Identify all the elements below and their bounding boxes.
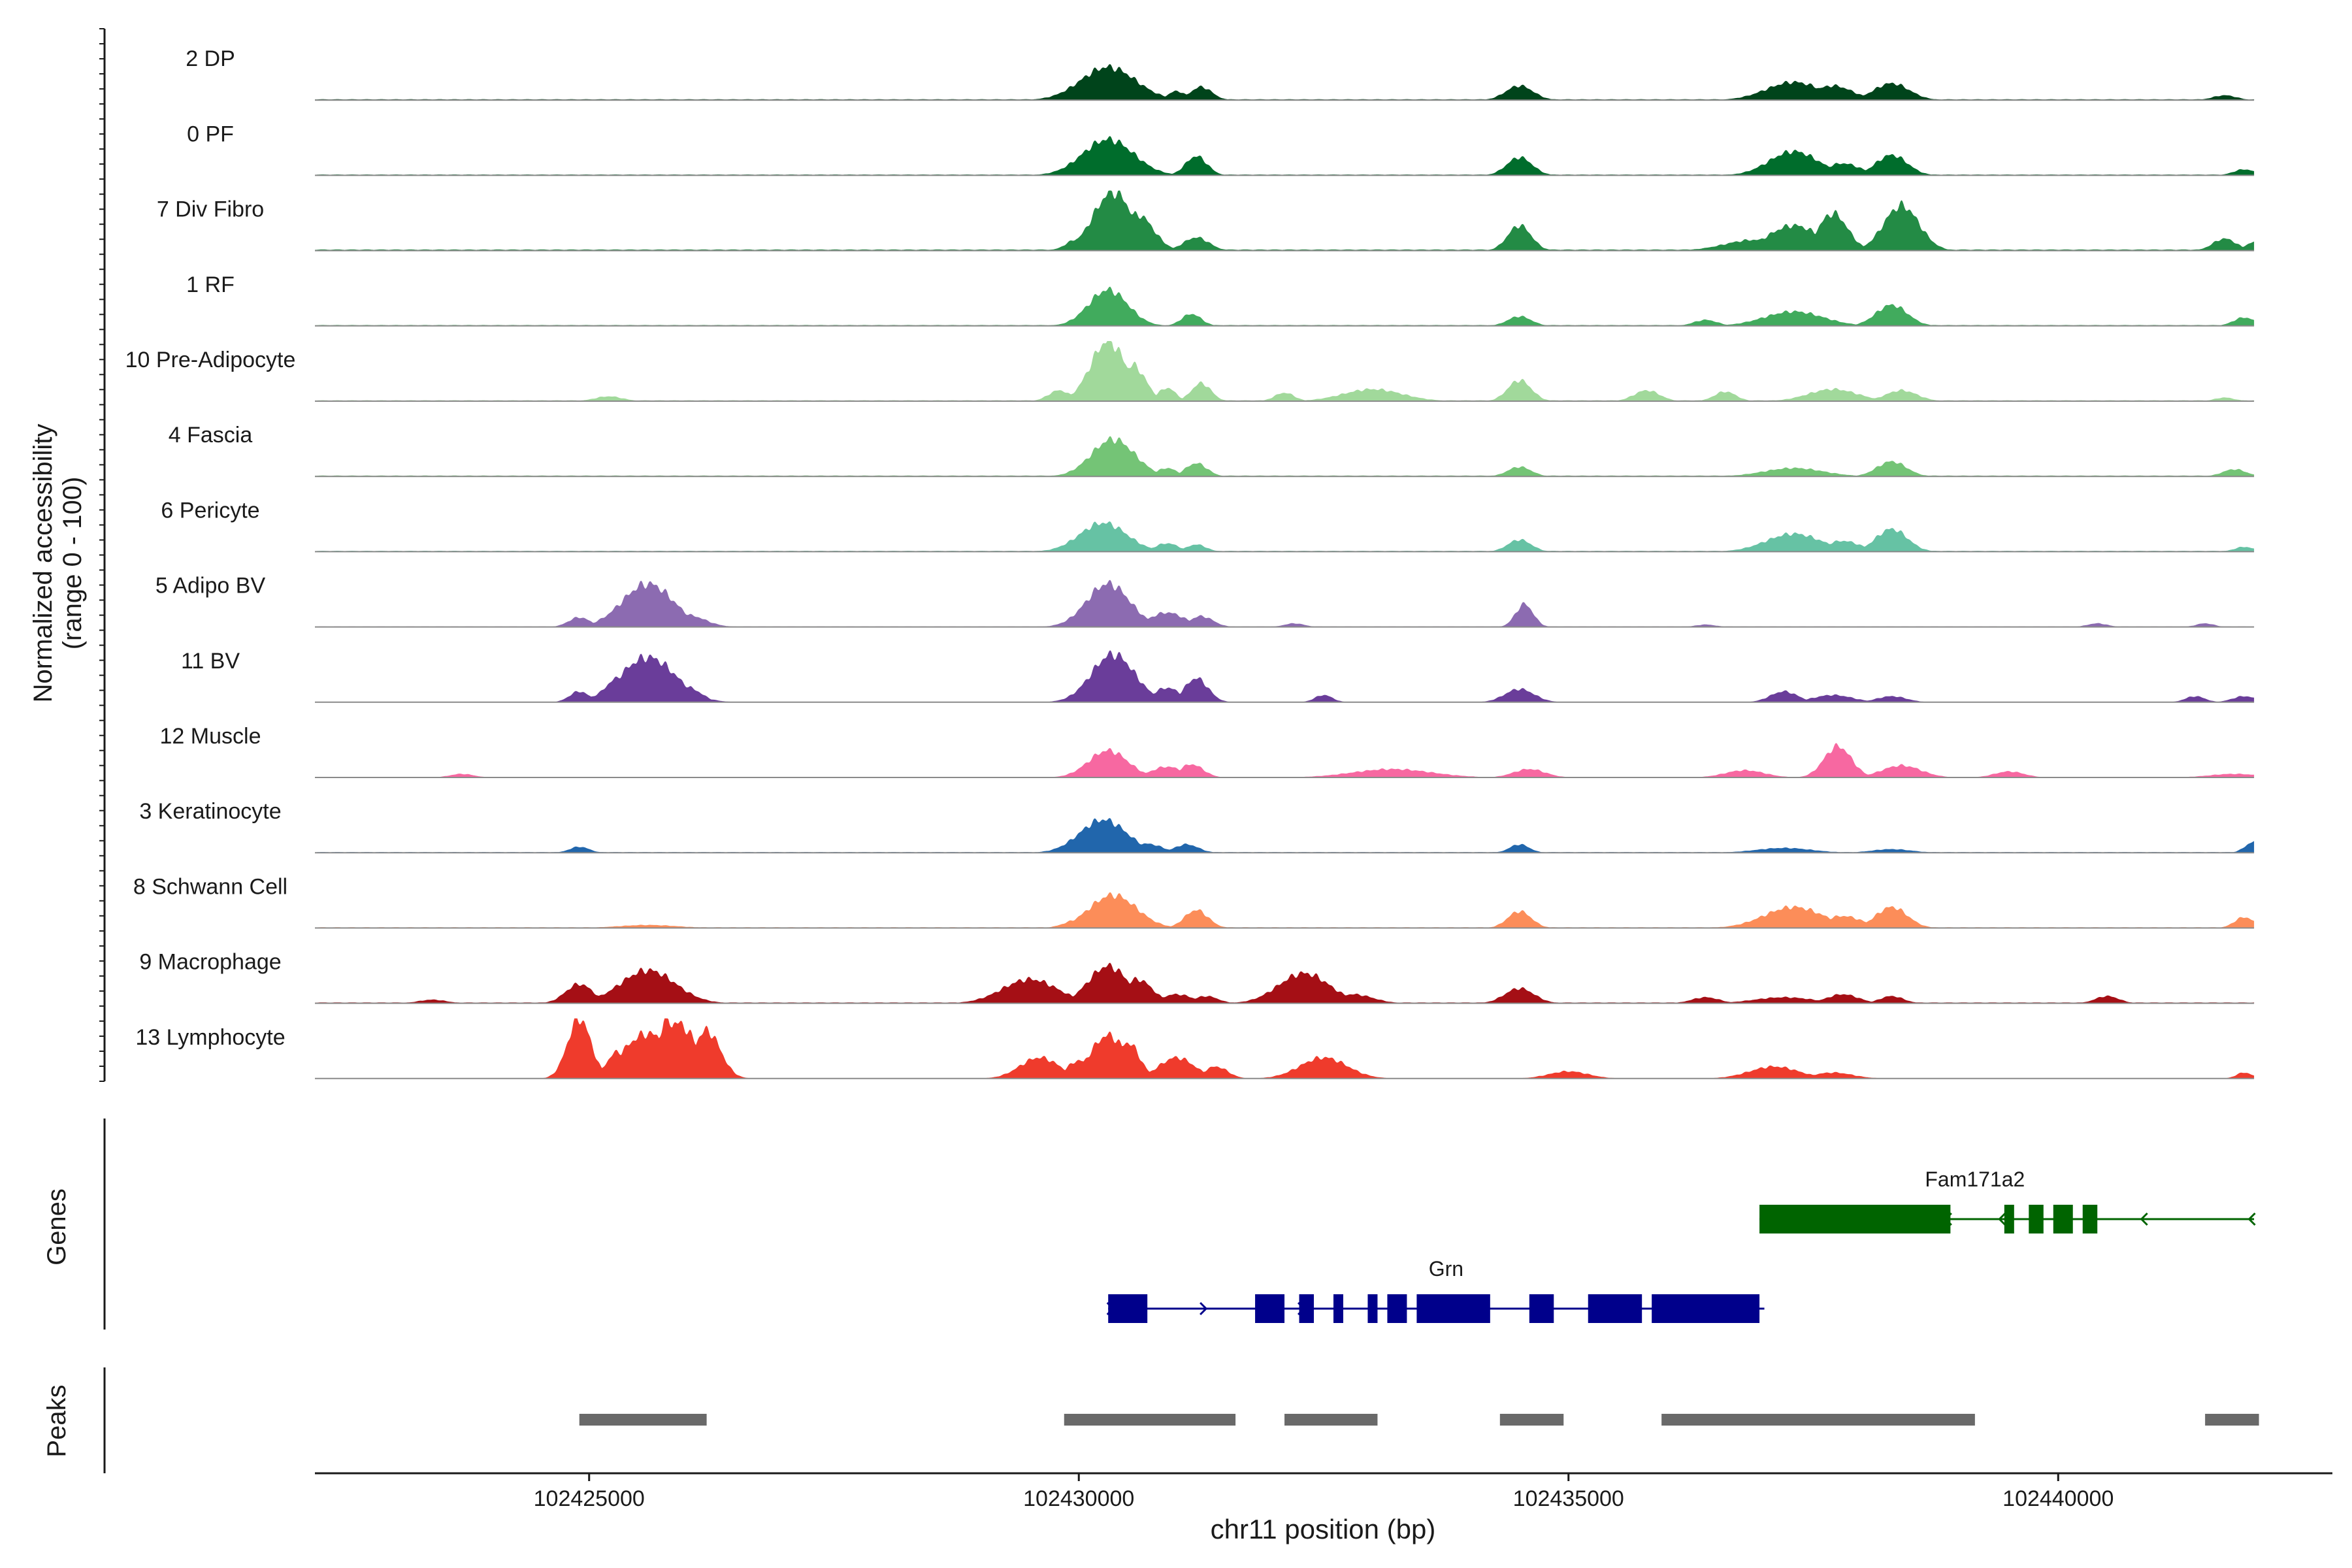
coverage-area (315, 136, 2255, 176)
coverage-area (315, 1018, 2255, 1079)
coverage-track: 6 Pericyte (161, 498, 2255, 553)
coverage-area (315, 650, 2255, 702)
coverage-area (315, 286, 2255, 326)
gene-exon (1652, 1294, 1760, 1323)
gene-exon (1108, 1294, 1148, 1323)
gene-model: Fam171a2 (1759, 1168, 2256, 1233)
peak-region (1284, 1414, 1378, 1426)
gene-annotation-panel: Grn Fam171a2 (1106, 1168, 2256, 1323)
coverage-track: 0 PF (187, 122, 2255, 176)
gene-exon (1367, 1294, 1378, 1323)
track-label: 4 Fascia (169, 423, 253, 448)
coverage-area (315, 962, 2255, 1004)
gene-model: Grn (1106, 1257, 1765, 1323)
coverage-area (315, 436, 2255, 477)
gene-exon (1333, 1294, 1343, 1323)
y-axis-label-line2: (range 0 - 100) (58, 477, 87, 650)
peak-panel (579, 1414, 2259, 1426)
track-label: 5 Adipo BV (155, 574, 266, 598)
coverage-track: 10 Pre-Adipocyte (125, 341, 2255, 402)
gene-exon (1759, 1205, 1951, 1233)
coverage-track: 12 Muscle (160, 724, 2255, 778)
track-label: 2 DP (186, 46, 235, 71)
coverage-track: 7 Div Fibro (157, 190, 2255, 252)
coverage-track: 4 Fascia (169, 423, 2255, 478)
gene-exon (2082, 1205, 2098, 1233)
gene-exon (1299, 1294, 1315, 1323)
gene-exon (1416, 1294, 1490, 1323)
peak-region (1661, 1414, 1975, 1426)
track-label: 3 Keratinocyte (139, 799, 281, 824)
strand-arrow (2247, 1212, 2256, 1226)
coverage-area (315, 818, 2255, 853)
coverage-area (315, 190, 2255, 251)
x-tick-label: 102425000 (534, 1486, 645, 1511)
track-label: 11 BV (181, 649, 240, 674)
x-tick-label: 102435000 (1513, 1486, 1624, 1511)
coverage-track: 1 RF (186, 272, 2255, 327)
track-label: 0 PF (187, 122, 234, 146)
track-label: 6 Pericyte (161, 498, 259, 523)
peak-region (579, 1414, 707, 1426)
strand-arrow (2140, 1212, 2148, 1226)
x-axis-label: chr11 position (bp) (1211, 1514, 1436, 1544)
track-label: 12 Muscle (160, 724, 261, 749)
gene-exon (2053, 1205, 2073, 1233)
gene-exon (1387, 1294, 1407, 1323)
peak-region (1499, 1414, 1564, 1426)
axes: Normalized accessibility (range 0 - 100)… (29, 28, 2332, 1544)
coverage-area (315, 743, 2255, 777)
peak-region (1064, 1414, 1236, 1426)
gene-label: Grn (1429, 1257, 1463, 1281)
track-label: 8 Schwann Cell (133, 874, 287, 899)
coverage-track: 11 BV (181, 649, 2255, 703)
strand-arrow (1998, 1212, 2006, 1226)
coverage-area (315, 892, 2255, 928)
coverage-area (315, 580, 2255, 627)
coverage-track: 8 Schwann Cell (133, 874, 2255, 929)
coverage-area (315, 521, 2255, 552)
strand-arrow (1200, 1301, 1208, 1316)
gene-label: Fam171a2 (1925, 1168, 2025, 1191)
peaks-panel-label: Peaks (42, 1384, 71, 1457)
track-label: 1 RF (186, 272, 235, 297)
coverage-track: 3 Keratinocyte (139, 799, 2255, 854)
gene-exon (2029, 1205, 2044, 1233)
track-label: 10 Pre-Adipocyte (125, 348, 296, 372)
coverage-area (315, 64, 2255, 101)
gene-exon (1255, 1294, 1285, 1323)
genes-panel-label: Genes (42, 1188, 71, 1266)
coverage-track: 9 Macrophage (139, 950, 2255, 1004)
track-label: 9 Macrophage (139, 950, 281, 975)
y-axis-label-line1: Normalized accessibility (29, 424, 57, 703)
coverage-track: 5 Adipo BV (155, 574, 2255, 628)
peak-region (2205, 1414, 2259, 1426)
track-label: 13 Lymphocyte (135, 1025, 285, 1050)
track-label: 7 Div Fibro (157, 197, 264, 222)
coverage-area (315, 341, 2255, 401)
gene-exon (2004, 1205, 2014, 1233)
gene-exon (1588, 1294, 1642, 1323)
x-tick-label: 102440000 (2002, 1486, 2114, 1511)
x-tick-label: 102430000 (1023, 1486, 1134, 1511)
coverage-tracks: 2 DP 0 PF 7 Div Fibro 1 RF 10 Pre-Adipocyte 4… (125, 46, 2255, 1079)
gene-exon (1529, 1294, 1554, 1323)
coverage-track: 2 DP (186, 46, 2255, 101)
coverage-track: 13 Lymphocyte (135, 1018, 2255, 1079)
